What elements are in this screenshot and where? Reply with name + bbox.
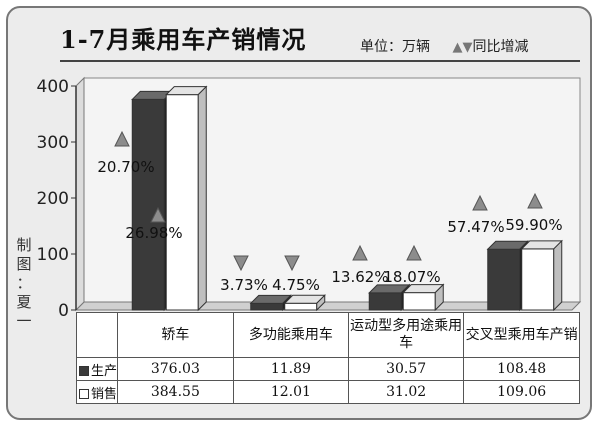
y-tick-label: 400 bbox=[37, 77, 69, 97]
bar-production bbox=[487, 248, 521, 311]
sales-swatch-icon bbox=[79, 389, 89, 399]
plot-side-wall bbox=[75, 76, 85, 312]
bar-sales bbox=[165, 94, 199, 311]
y-tick-label: 200 bbox=[37, 189, 69, 209]
change-label: 同比增减 bbox=[472, 39, 529, 55]
table-cell: 108.48 bbox=[463, 357, 580, 381]
bar-sales bbox=[284, 302, 318, 311]
bar-production bbox=[131, 98, 165, 311]
up-triangle-icon bbox=[150, 206, 166, 223]
unit-legend: 单位：万辆 ▲▼同比增减 bbox=[360, 36, 528, 56]
y-tick-label: 0 bbox=[58, 301, 69, 321]
production-swatch-icon bbox=[79, 366, 89, 376]
category-label: 轿车 bbox=[117, 312, 234, 358]
change-value-label: 20.70% bbox=[97, 158, 154, 176]
legend-sales-label: 销售 bbox=[91, 386, 118, 402]
up-down-triangle-icon: ▲▼ bbox=[452, 40, 473, 55]
down-triangle-icon bbox=[284, 255, 300, 272]
up-triangle-icon bbox=[472, 194, 488, 211]
change-value-label: 59.90% bbox=[505, 216, 562, 234]
y-tick-label: 100 bbox=[37, 245, 69, 265]
up-triangle-icon bbox=[527, 192, 543, 209]
chart-credit: 制 图 ： 夏 一 bbox=[12, 236, 36, 331]
chart-title: 1-7月乘用车产销情况 bbox=[60, 25, 307, 54]
change-value-label: 57.47% bbox=[447, 218, 504, 236]
table-cell: 11.89 bbox=[232, 357, 350, 381]
bar-production bbox=[368, 292, 402, 311]
category-label: 多功能乘用车 bbox=[232, 312, 350, 358]
change-value-label: 3.73% bbox=[220, 276, 268, 294]
category-label: 运动型多用途乘用车 bbox=[347, 312, 465, 358]
sales-row: 销售 384.55 12.01 31.02 109.06 bbox=[75, 380, 580, 404]
data-table: 轿车 多功能乘用车 运动型多用途乘用车 交叉型乘用车产销 生产 376.03 1… bbox=[75, 312, 580, 404]
up-triangle-icon bbox=[114, 130, 130, 147]
bars bbox=[131, 85, 563, 312]
legend-production-label: 生产 bbox=[91, 363, 118, 379]
up-triangle-icon bbox=[406, 244, 422, 261]
legend-sales: 销售 bbox=[75, 380, 119, 404]
bar-side bbox=[316, 294, 326, 312]
change-value-label: 4.75% bbox=[272, 276, 320, 294]
y-tick-label: 300 bbox=[37, 133, 69, 153]
table-cell: 376.03 bbox=[117, 357, 234, 381]
change-labels: 20.70% 26.98% 3.73% 4.75% 13.62%18.07% 57.47%… bbox=[97, 130, 563, 294]
table-cell: 12.01 bbox=[232, 380, 350, 404]
table-cell: 30.57 bbox=[347, 357, 465, 381]
bar-sales bbox=[521, 248, 555, 311]
title-divider bbox=[60, 60, 580, 62]
unit-label: 单位：万辆 bbox=[360, 39, 430, 55]
change-value-label: 13.62% bbox=[331, 268, 388, 286]
bar-sales bbox=[402, 292, 436, 311]
credit-char: 制 bbox=[16, 236, 32, 254]
credit-char: 图 bbox=[16, 255, 32, 273]
down-triangle-icon bbox=[233, 255, 249, 272]
table-cell: 31.02 bbox=[347, 380, 465, 404]
category-row: 轿车 多功能乘用车 运动型多用途乘用车 交叉型乘用车产销 bbox=[75, 312, 580, 358]
table-cell: 109.06 bbox=[463, 380, 580, 404]
legend-production: 生产 bbox=[75, 357, 119, 381]
bar-side bbox=[434, 283, 444, 312]
bar-side bbox=[197, 85, 207, 312]
up-triangle-icon bbox=[352, 244, 368, 261]
corner-cell bbox=[75, 312, 119, 358]
credit-char: 夏 bbox=[16, 293, 32, 311]
change-value-label: 26.98% bbox=[125, 224, 182, 242]
change-value-label: 18.07% bbox=[383, 268, 440, 286]
production-row: 生产 376.03 11.89 30.57 108.48 bbox=[75, 357, 580, 381]
credit-char: ： bbox=[16, 274, 32, 292]
bar-production bbox=[250, 302, 284, 311]
bar-side bbox=[553, 239, 563, 312]
credit-char: 一 bbox=[16, 312, 32, 330]
category-label: 交叉型乘用车产销 bbox=[463, 312, 580, 358]
table-cell: 384.55 bbox=[117, 380, 234, 404]
